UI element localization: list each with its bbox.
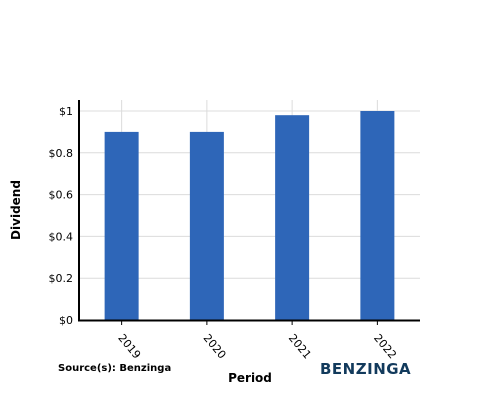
- bar-2020: [189, 131, 224, 320]
- source-note: Source(s): Benzinga: [58, 363, 172, 374]
- x-tick-labels: 2019 2020 2021 2022: [115, 320, 399, 361]
- bar-2019: [104, 131, 139, 320]
- y-tick-label: $0: [59, 314, 73, 327]
- benzinga-logo: BENZINGA: [320, 360, 412, 378]
- x-tick-label: 2022: [371, 332, 399, 362]
- y-tick-label: $0.6: [49, 189, 74, 202]
- y-tick-label: $0.8: [49, 147, 74, 160]
- bar-2022: [360, 111, 395, 320]
- bars-layer: [104, 111, 395, 321]
- y-tick-label: $0.2: [49, 272, 74, 285]
- bar-2021: [275, 115, 310, 321]
- x-axis-title: Period: [228, 371, 272, 385]
- y-tick-labels: $0 $0.2 $0.4 $0.6 $0.8 $1: [49, 105, 74, 327]
- x-tick-label: 2020: [201, 332, 229, 362]
- x-tick-label: 2019: [115, 332, 143, 362]
- y-tick-label: $1: [59, 105, 73, 118]
- x-tick-label: 2021: [286, 332, 314, 362]
- y-axis-title: Dividend: [9, 180, 23, 240]
- y-tick-label: $0.4: [49, 230, 74, 243]
